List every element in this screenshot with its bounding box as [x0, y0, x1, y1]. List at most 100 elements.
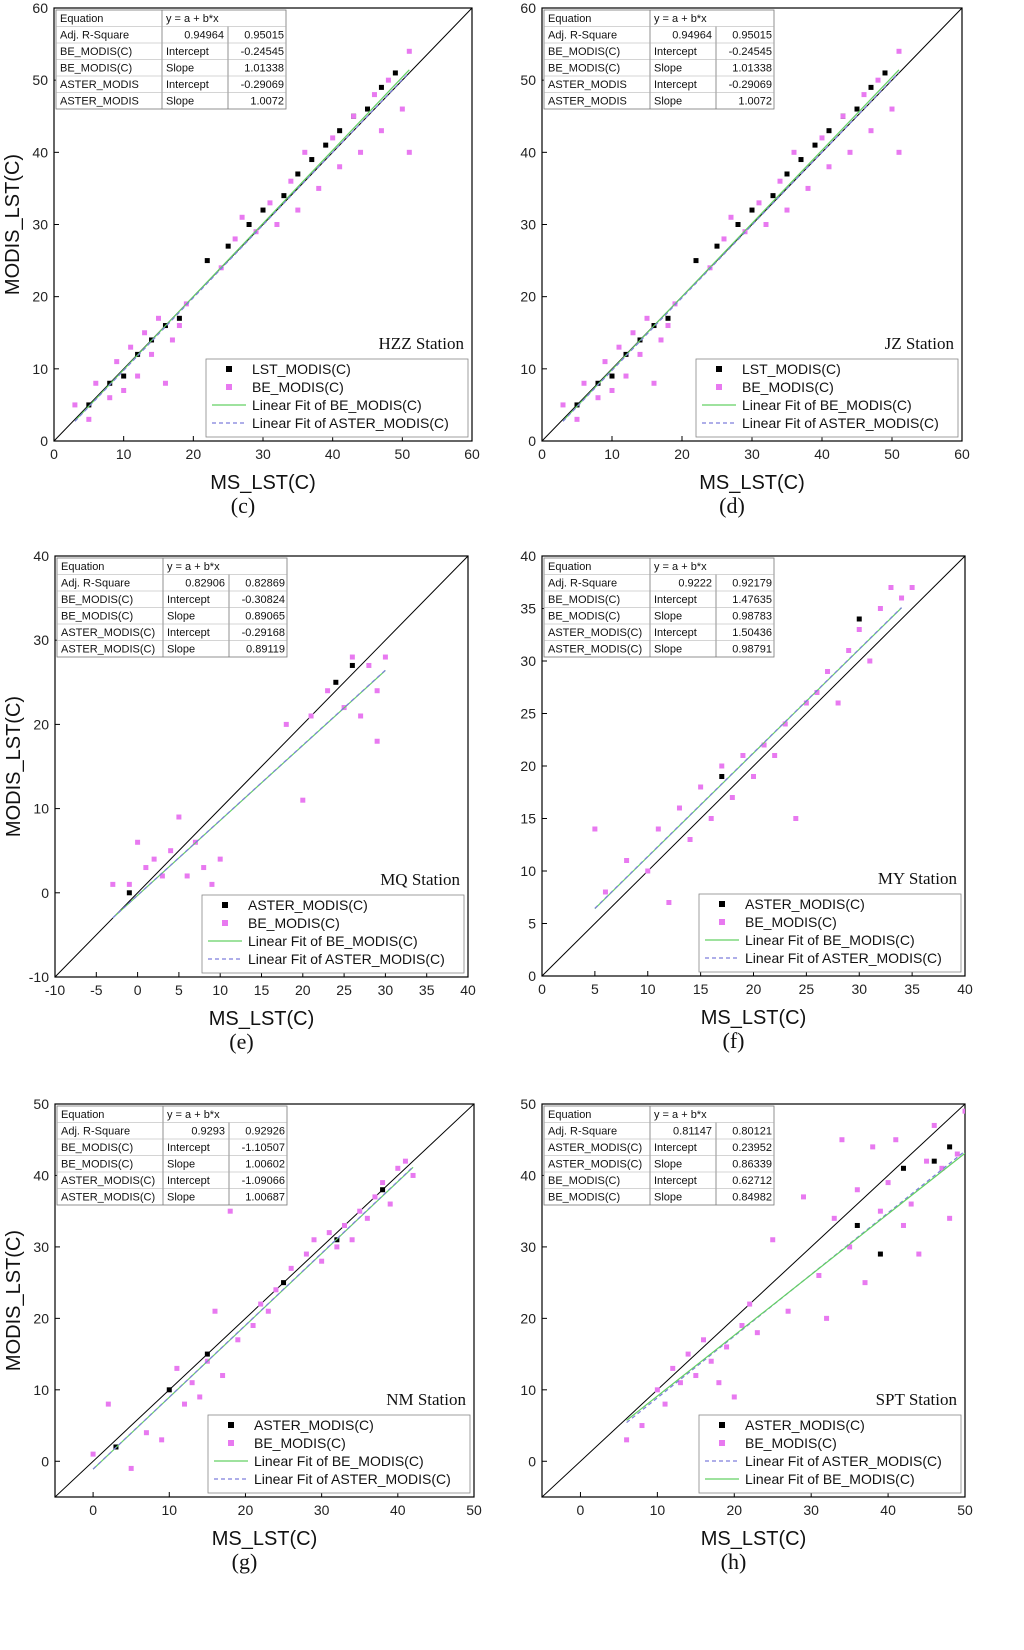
point-be-modis — [761, 742, 767, 748]
point-be-modis — [560, 402, 566, 408]
y-tick-label: 50 — [520, 1098, 536, 1112]
legend-box — [695, 358, 959, 438]
point-be-modis — [151, 856, 157, 862]
point-be-modis — [888, 585, 894, 590]
point-be-modis — [962, 1108, 965, 1114]
point-be-modis — [174, 1365, 180, 1371]
table-cell: Slope — [654, 1192, 682, 1204]
table-cell: 0.98791 — [732, 644, 772, 656]
y-tick-label: 60 — [32, 0, 48, 16]
point-be-modis — [708, 816, 714, 821]
point-be-modis — [149, 351, 155, 357]
point-be-modis — [358, 713, 364, 719]
legend-label: Linear Fit of BE_MODIS(C) — [745, 932, 915, 948]
legend: ASTER_MODIS(C) BE_MODIS(C) Linear Fit of B… — [698, 893, 962, 973]
table-cell: -0.29069 — [241, 79, 284, 91]
y-tick-label: 20 — [520, 289, 536, 305]
chart-panel-e: -10 -5 0 5 10 15 20 25 30 35 40 -10 0 10 20 30 40 MS_LST(… — [3, 548, 476, 1054]
point-be-modis — [142, 330, 148, 336]
table-cell: 0.9222 — [678, 578, 712, 590]
point-reference — [295, 171, 301, 177]
table-cell: y = a + b*x — [166, 13, 219, 25]
point-be-modis — [908, 1201, 914, 1207]
plot-area — [542, 1104, 965, 1497]
point-be-modis — [209, 881, 215, 887]
point-be-modis — [330, 135, 336, 141]
point-be-modis — [406, 48, 412, 54]
table-cell: 0.98783 — [732, 611, 772, 623]
legend-marker-swatch — [228, 1422, 234, 1428]
point-be-modis — [358, 149, 364, 155]
point-reference — [693, 258, 699, 264]
table-cell: BE_MODIS(C) — [548, 611, 620, 623]
x-tick-label: 10 — [640, 981, 656, 997]
point-be-modis — [693, 1373, 699, 1379]
point-be-modis — [954, 1151, 960, 1157]
point-reference — [337, 128, 343, 134]
table-cell: Adj. R-Square — [61, 578, 130, 590]
table-cell: BE_MODIS(C) — [61, 611, 133, 623]
legend-label: ASTER_MODIS(C) — [745, 1417, 865, 1433]
identity-line — [542, 1104, 965, 1497]
point-be-modis — [939, 1165, 945, 1171]
legend-label: Linear Fit of BE_MODIS(C) — [742, 397, 912, 413]
point-reference — [166, 1387, 172, 1393]
legend-marker-swatch — [719, 919, 725, 925]
point-be-modis — [273, 1287, 279, 1293]
point-be-modis — [819, 135, 825, 141]
point-be-modis — [676, 805, 682, 811]
x-tick-label: 5 — [175, 982, 183, 998]
plot-area — [542, 8, 962, 441]
x-tick-label: 5 — [591, 981, 599, 997]
point-be-modis — [909, 585, 915, 590]
legend-label: Linear Fit of BE_MODIS(C) — [254, 1453, 424, 1469]
table-cell: Slope — [167, 1192, 195, 1204]
x-tick-label: 20 — [238, 1502, 254, 1518]
point-be-modis — [814, 690, 820, 695]
table-cell: 1.47635 — [732, 594, 772, 606]
x-axis-label: MS_LST(C) — [212, 1528, 318, 1550]
table-cell: 0.89065 — [245, 611, 285, 623]
table-cell: ASTER_MODIS(C) — [548, 644, 642, 656]
legend-label: Linear Fit of ASTER_MODIS(C) — [745, 1453, 942, 1469]
station-label: MY Station — [878, 869, 958, 888]
table-cell: BE_MODIS(C) — [60, 63, 132, 75]
point-be-modis — [630, 330, 636, 336]
point-reference — [204, 1351, 210, 1357]
table-cell: Equation — [60, 13, 103, 25]
point-reference — [595, 380, 601, 386]
table-cell: -0.24545 — [729, 46, 772, 58]
subfigure-label: (d) — [719, 493, 745, 518]
point-be-modis — [624, 1437, 630, 1443]
point-be-modis — [916, 1251, 922, 1257]
x-tick-label: 30 — [255, 446, 271, 462]
x-tick-label: 50 — [884, 446, 900, 462]
y-tick-label: 20 — [33, 716, 49, 732]
point-be-modis — [402, 1158, 408, 1164]
point-be-modis — [232, 236, 238, 242]
table-cell: 1.01338 — [244, 63, 284, 75]
identity-line — [55, 556, 468, 977]
point-reference — [877, 1251, 883, 1257]
table-cell: Slope — [654, 63, 682, 75]
point-be-modis — [803, 700, 809, 706]
point-reference — [931, 1158, 937, 1164]
legend-label: BE_MODIS(C) — [745, 1435, 837, 1451]
legend-label: Linear Fit of BE_MODIS(C) — [252, 397, 422, 413]
y-tick-label: 60 — [520, 0, 536, 16]
point-be-modis — [302, 149, 308, 155]
x-tick-label: 40 — [814, 446, 830, 462]
y-tick-label: 40 — [520, 1167, 536, 1183]
table-cell: Slope — [166, 96, 194, 108]
legend-box — [201, 894, 465, 974]
y-tick-label: 30 — [520, 653, 536, 669]
point-be-modis — [772, 753, 778, 758]
point-be-modis — [201, 865, 207, 871]
legend-label: BE_MODIS(C) — [248, 915, 340, 931]
legend: LST_MODIS(C) BE_MODIS(C) Linear Fit of BE_… — [695, 358, 959, 438]
point-be-modis — [896, 48, 902, 54]
x-tick-label: 20 — [726, 1502, 742, 1518]
point-be-modis — [380, 1180, 386, 1186]
point-be-modis — [816, 1272, 822, 1278]
fit-line-aster — [92, 1166, 414, 1470]
